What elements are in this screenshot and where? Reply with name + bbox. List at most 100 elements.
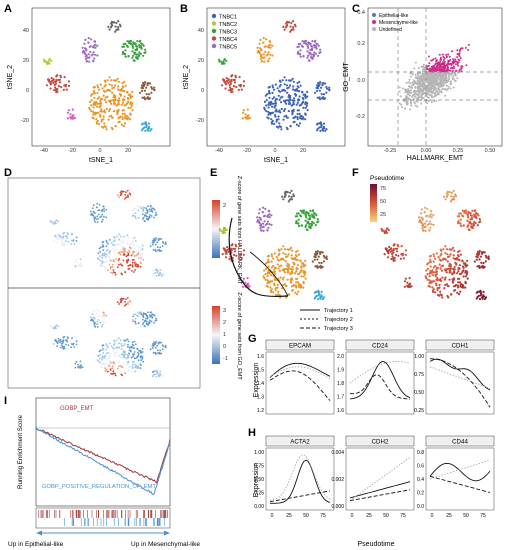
cell-point (217, 58, 221, 61)
cell-point (304, 96, 307, 99)
cell-point (320, 261, 323, 265)
cell-point (102, 240, 105, 243)
cell-point (126, 189, 129, 192)
cell-point (124, 49, 127, 52)
cell-point (123, 80, 126, 83)
cell-point (421, 224, 425, 227)
cell-point (441, 296, 444, 299)
cell-point (140, 89, 144, 92)
cell-point (155, 340, 158, 343)
cell-point (450, 195, 453, 198)
cell-point (120, 245, 123, 248)
cell-point (54, 221, 57, 223)
cell-point (93, 211, 96, 214)
cell-point (101, 323, 104, 326)
cell-point (409, 108, 412, 111)
cell-point (246, 277, 249, 280)
cell-point (128, 346, 131, 349)
cell-point (462, 275, 465, 278)
cell-point (122, 350, 125, 352)
cell-point (481, 296, 484, 299)
facet-title: CD44 (452, 438, 468, 445)
plot-frame (265, 351, 335, 415)
y-tick: 1.8 (337, 381, 344, 387)
cell-point (122, 190, 125, 193)
cell-point (478, 264, 481, 268)
plot-frame (345, 351, 415, 415)
cell-point (150, 128, 153, 131)
cell-point (228, 89, 231, 92)
panel-h: H Expression ACTA21.000.750.500.250.00CD… (248, 427, 495, 548)
cell-point (121, 117, 124, 121)
cell-point (124, 249, 126, 252)
cell-point (61, 344, 63, 347)
cell-point (317, 294, 320, 297)
cell-point (431, 286, 434, 289)
legend-swatch (211, 13, 217, 19)
cell-point (292, 121, 295, 124)
cell-point (286, 255, 289, 258)
cell-point (430, 223, 433, 226)
cell-point (146, 218, 149, 221)
cell-point (140, 257, 143, 259)
cell-point (131, 365, 134, 368)
cell-point (134, 365, 137, 367)
cell-point (139, 265, 142, 268)
cell-point (298, 122, 302, 125)
cell-point (102, 89, 105, 92)
plot-frame (345, 447, 415, 511)
cell-point (233, 81, 236, 84)
cell-point (120, 88, 123, 91)
panel-letter: C (352, 3, 360, 15)
cell-point (425, 67, 428, 70)
cell-point (298, 80, 301, 83)
cell-point (265, 93, 269, 96)
cell-point (221, 62, 224, 65)
y-tick: 20 (23, 58, 29, 64)
cell-point (78, 366, 80, 369)
cell-point (91, 313, 94, 316)
cell-point (153, 208, 156, 211)
cell-point (452, 254, 455, 257)
tsne-scatter (42, 20, 156, 132)
panel-d: D 2 0 -2 Z-score of gene sets from HALLM… (4, 167, 242, 389)
cell-point (434, 73, 437, 76)
cell-point (433, 255, 436, 258)
cell-point (450, 198, 453, 201)
cell-point (118, 252, 121, 254)
cell-point (126, 260, 129, 263)
zscore-scatter-hallmark (49, 189, 167, 277)
cell-point (436, 92, 439, 94)
cell-point (267, 51, 270, 54)
cell-point (124, 42, 127, 46)
cell-point (445, 248, 449, 251)
panel-f: F Pseudotime 75 50 25 (352, 167, 490, 301)
cell-point (289, 281, 292, 284)
cell-point (309, 48, 312, 52)
cell-point (98, 203, 101, 206)
cell-point (90, 212, 93, 215)
cell-point (315, 47, 318, 50)
cell-point (274, 288, 277, 292)
cell-point (225, 77, 228, 80)
cell-point (427, 79, 430, 82)
cell-point (328, 86, 331, 89)
cell-point (148, 314, 151, 316)
cell-point (313, 258, 316, 261)
cell-point (96, 119, 99, 123)
cell-point (124, 353, 126, 356)
cell-point (94, 111, 97, 115)
cell-point (134, 207, 137, 210)
cell-point (261, 226, 264, 229)
x-tick: -20 (243, 148, 251, 154)
cell-point (434, 57, 437, 60)
cell-point (131, 109, 134, 112)
panel-letter: B (180, 3, 188, 15)
cell-point (449, 87, 452, 90)
cell-point (456, 254, 460, 257)
cell-point (447, 61, 450, 64)
cell-point (305, 104, 308, 107)
cell-point (427, 55, 430, 58)
x-axis-label: tSNE_1 (264, 157, 288, 164)
cell-point (139, 349, 142, 352)
